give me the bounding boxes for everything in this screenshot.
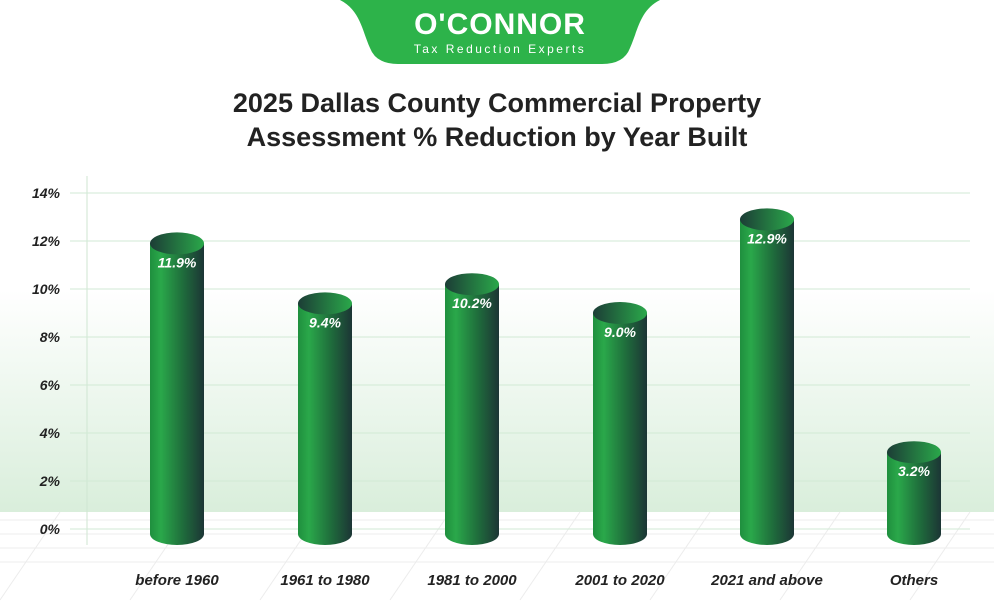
data-label: 11.9% [158,254,197,270]
y-tick-label: 2% [39,473,61,489]
x-tick-label: 2001 to 2020 [574,572,665,589]
data-label: 9.4% [309,314,341,330]
y-tick-label: 4% [39,425,61,441]
logo: O'CONNOR Tax Reduction Experts [340,0,660,64]
logo-name: O'CONNOR [414,8,586,41]
y-tick-label: 8% [40,329,61,345]
logo-badge [340,0,660,64]
logo-tagline: Tax Reduction Experts [413,42,587,56]
chart-title-line-2: Assessment % Reduction by Year Built [246,122,748,152]
bar: 9.4% [298,292,352,545]
x-tick-label: before 1960 [135,572,219,589]
bar-body [887,452,941,545]
y-tick-label: 12% [32,233,61,249]
bar-top [445,273,499,296]
x-tick-label: 2021 and above [710,572,823,589]
bar-body [298,303,352,545]
bar: 9.0% [593,302,647,545]
x-tick-label: 1961 to 1980 [280,572,370,589]
bar-body [445,284,499,545]
y-tick-label: 14% [32,185,61,201]
y-tick-label: 0% [40,521,61,537]
data-label: 9.0% [604,324,636,340]
bar-body [150,243,204,545]
bar-top [298,292,352,315]
y-tick-label: 6% [40,377,61,393]
data-label: 10.2% [452,295,492,311]
bar: 10.2% [445,273,499,545]
chart-title-line-1: 2025 Dallas County Commercial Property [232,88,762,118]
y-tick-label: 10% [32,281,61,297]
bar-body [740,219,794,545]
bar-top [887,441,941,464]
bar-body [593,313,647,545]
bar-top [593,302,647,324]
x-tick-label: Others [890,572,938,589]
data-label: 12.9% [747,230,787,246]
bar-top [740,208,794,231]
bar: 11.9% [150,232,204,545]
chart-title: 2025 Dallas County Commercial Property A… [0,86,994,154]
bar: 3.2% [887,441,941,545]
x-tick-label: 1981 to 2000 [427,572,517,589]
data-label: 3.2% [898,463,930,479]
bar: 12.9% [740,208,794,545]
bar-top [150,232,204,255]
